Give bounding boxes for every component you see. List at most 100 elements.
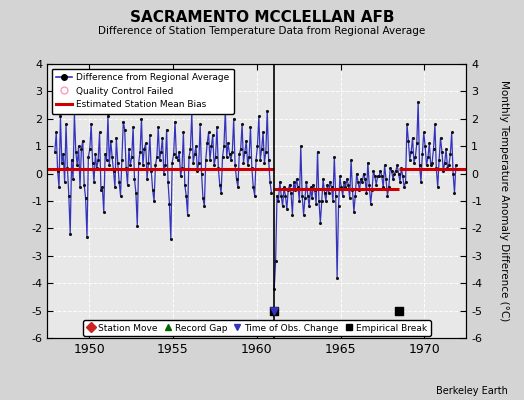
Point <box>162 126 171 133</box>
Point <box>290 179 298 185</box>
Point <box>393 162 401 168</box>
Point <box>403 121 411 128</box>
Point <box>425 140 433 147</box>
Point <box>81 195 90 202</box>
Point <box>399 173 407 180</box>
Point <box>326 179 334 185</box>
Point <box>385 184 393 190</box>
Point <box>332 192 340 199</box>
Point <box>341 184 350 190</box>
Point <box>171 118 179 125</box>
Point <box>106 138 115 144</box>
Point <box>151 162 160 168</box>
Point <box>263 107 271 114</box>
Point <box>267 190 276 196</box>
Point <box>449 170 457 177</box>
Point <box>126 162 135 168</box>
Point <box>286 181 294 188</box>
Text: SACRAMENTO MCCLELLAN AFB: SACRAMENTO MCCLELLAN AFB <box>130 10 394 25</box>
Point <box>53 168 62 174</box>
Point <box>255 113 263 119</box>
Point <box>401 179 410 185</box>
Point <box>129 124 137 130</box>
Point <box>68 157 76 163</box>
Point <box>161 162 169 168</box>
Point <box>345 195 354 202</box>
Point <box>167 236 175 242</box>
Point <box>164 179 172 185</box>
Point <box>295 198 303 204</box>
Point <box>203 140 211 147</box>
Point <box>102 157 111 163</box>
Point <box>427 162 435 168</box>
Point <box>214 165 223 171</box>
Point <box>387 168 396 174</box>
Point <box>433 184 442 190</box>
Point <box>308 195 316 202</box>
Point <box>439 168 447 174</box>
Point <box>69 176 77 182</box>
Point <box>80 181 89 188</box>
Point <box>206 157 214 163</box>
Point <box>280 184 288 190</box>
Point <box>337 184 345 190</box>
Point <box>396 179 404 185</box>
Point <box>125 146 133 152</box>
Point <box>232 176 241 182</box>
Point <box>91 151 100 158</box>
Point <box>428 160 436 166</box>
Point <box>416 162 424 168</box>
Point <box>181 181 189 188</box>
Point <box>357 176 365 182</box>
Point <box>217 190 225 196</box>
Point <box>154 124 162 130</box>
Point <box>248 165 256 171</box>
Point <box>355 187 364 193</box>
Point <box>261 148 270 155</box>
Point <box>274 198 282 204</box>
Point <box>324 190 333 196</box>
Point <box>312 200 320 207</box>
Point <box>305 203 313 210</box>
Point <box>221 107 230 114</box>
Point <box>328 184 336 190</box>
Point <box>340 179 348 185</box>
Point <box>424 154 432 160</box>
Point <box>452 162 460 168</box>
Point <box>200 203 209 210</box>
Point <box>397 165 406 171</box>
Point <box>256 157 265 163</box>
Legend: Station Move, Record Gap, Time of Obs. Change, Empirical Break: Station Move, Record Gap, Time of Obs. C… <box>83 320 431 336</box>
Point <box>189 160 198 166</box>
Point <box>382 176 390 182</box>
Point <box>417 179 425 185</box>
Point <box>182 192 190 199</box>
Point <box>271 258 280 264</box>
Point <box>104 113 112 119</box>
Point <box>165 200 173 207</box>
Point <box>115 179 123 185</box>
Point <box>64 192 73 199</box>
Point <box>309 181 318 188</box>
Point <box>376 168 385 174</box>
Point <box>298 192 307 199</box>
Point <box>330 154 339 160</box>
Point <box>74 143 83 149</box>
Point <box>168 160 177 166</box>
Point <box>404 138 412 144</box>
Point <box>370 173 379 180</box>
Point <box>333 274 341 281</box>
Point <box>438 148 446 155</box>
Point <box>395 170 403 177</box>
Point <box>278 203 287 210</box>
Point <box>386 165 395 171</box>
Point <box>146 132 154 138</box>
Point <box>213 124 221 130</box>
Point <box>287 190 295 196</box>
Point <box>445 162 453 168</box>
Point <box>235 151 244 158</box>
Point <box>84 154 93 160</box>
Point <box>400 184 408 190</box>
Point <box>441 160 449 166</box>
Point <box>133 222 141 229</box>
